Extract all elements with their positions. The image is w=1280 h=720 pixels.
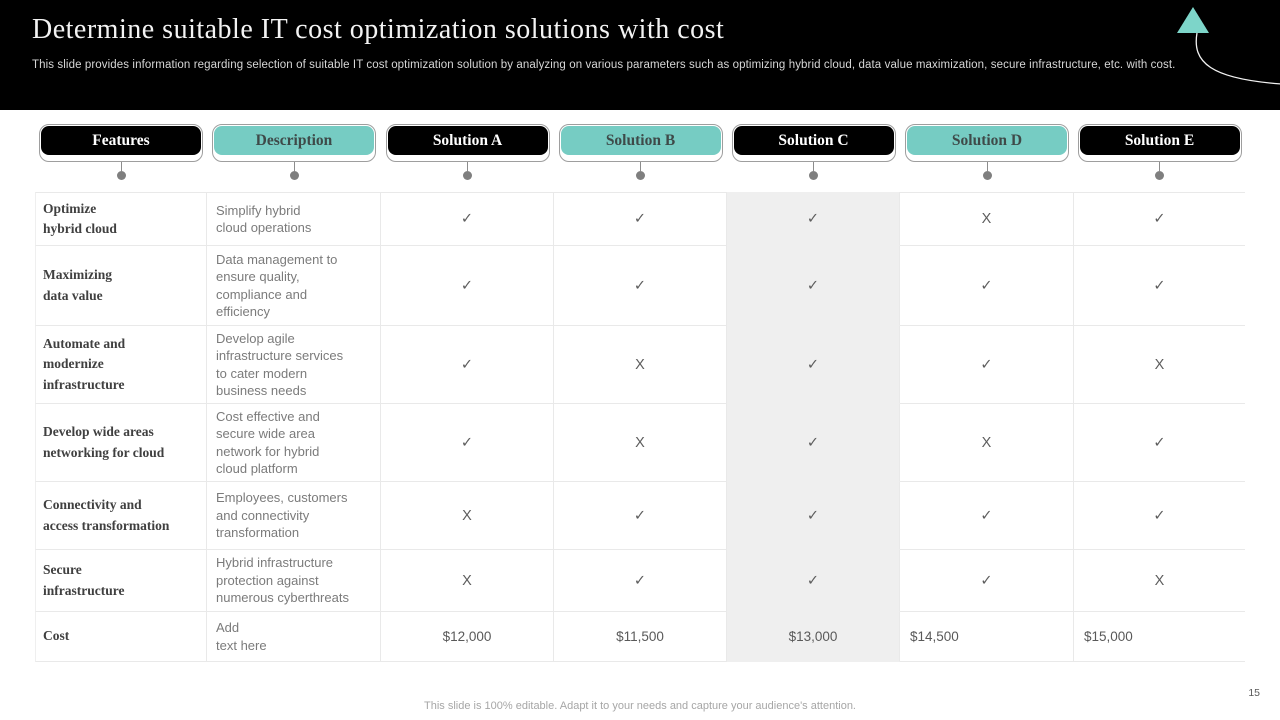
curve-line bbox=[1195, 32, 1280, 85]
description-cell: Hybrid infrastructure protection against… bbox=[207, 550, 381, 612]
mark-cell: ✓ bbox=[900, 326, 1074, 404]
feature-cell: Connectivity and access transformation bbox=[35, 482, 207, 550]
feature-cell: Maximizing data value bbox=[35, 246, 207, 326]
mark-cell-highlighted: ✓ bbox=[727, 550, 900, 612]
mark-cell: ✓ bbox=[381, 326, 554, 404]
mark-cell: ✓ bbox=[900, 246, 1074, 326]
mark-cell: ✓ bbox=[381, 404, 554, 482]
connector-line bbox=[293, 162, 295, 171]
mark-cell: X bbox=[381, 550, 554, 612]
mark-cell: X bbox=[1074, 326, 1245, 404]
mark-cell-highlighted: ✓ bbox=[727, 404, 900, 482]
connector-line bbox=[813, 162, 814, 171]
feature-cell: Optimize hybrid cloud bbox=[35, 192, 207, 246]
mark-cell-highlighted: ✓ bbox=[727, 246, 900, 326]
connector-dot bbox=[289, 171, 299, 180]
cost-cell: $11,500 bbox=[554, 612, 727, 662]
mark-cell: ✓ bbox=[1074, 482, 1245, 550]
description-cell: Simplify hybrid cloud operations bbox=[207, 192, 381, 246]
column-header-label: Solution C bbox=[733, 126, 894, 155]
table-header-row: Features Description Solution A Solution… bbox=[35, 124, 1245, 180]
mark-cell: X bbox=[381, 482, 554, 550]
connector-line bbox=[120, 162, 122, 171]
feature-cell: Automate and modernize infrastructure bbox=[35, 326, 207, 404]
feature-cell: Develop wide areas networking for cloud bbox=[35, 404, 207, 482]
column-header-features: Features bbox=[35, 124, 207, 180]
mark-cell: ✓ bbox=[381, 192, 554, 246]
cost-cell: $15,000 bbox=[1074, 612, 1245, 662]
connector-dot bbox=[809, 171, 818, 180]
column-header-solution-e: Solution E bbox=[1074, 124, 1245, 180]
feature-cell-cost: Cost bbox=[35, 612, 207, 662]
connector-dot bbox=[636, 171, 645, 180]
column-header-solution-c: Solution C bbox=[727, 124, 900, 180]
page-number: 15 bbox=[1248, 687, 1260, 699]
mark-cell: ✓ bbox=[1074, 404, 1245, 482]
mark-cell: ✓ bbox=[1074, 246, 1245, 326]
header-decoration bbox=[1177, 7, 1280, 85]
mark-cell: ✓ bbox=[554, 192, 727, 246]
column-header-label: Solution E bbox=[1079, 126, 1240, 155]
column-header-solution-d: Solution D bbox=[900, 124, 1074, 180]
column-header-label: Solution D bbox=[907, 126, 1067, 155]
page-subtitle: This slide provides information regardin… bbox=[32, 59, 1176, 71]
description-cell: Add text here bbox=[207, 612, 381, 662]
connector-line bbox=[1159, 162, 1160, 171]
feature-cell: Secure infrastructure bbox=[35, 550, 207, 612]
mark-cell: ✓ bbox=[381, 246, 554, 326]
triangle-icon bbox=[1177, 7, 1209, 33]
column-header-label: Solution A bbox=[387, 126, 548, 155]
comparison-table: Optimize hybrid cloud Simplify hybrid cl… bbox=[35, 192, 1245, 662]
column-header-solution-a: Solution A bbox=[381, 124, 554, 180]
connector-line bbox=[986, 162, 988, 171]
mark-cell: X bbox=[1074, 550, 1245, 612]
mark-cell: X bbox=[554, 326, 727, 404]
page-title: Determine suitable IT cost optimization … bbox=[32, 14, 725, 45]
column-header-label: Solution B bbox=[560, 126, 721, 155]
column-header-description: Description bbox=[207, 124, 381, 180]
mark-cell: ✓ bbox=[900, 482, 1074, 550]
header-bar: Determine suitable IT cost optimization … bbox=[0, 0, 1280, 110]
mark-cell-highlighted: ✓ bbox=[727, 482, 900, 550]
cost-cell-highlighted: $13,000 bbox=[727, 612, 900, 662]
mark-cell: X bbox=[900, 404, 1074, 482]
connector-dot bbox=[982, 171, 992, 180]
column-header-label: Description bbox=[214, 126, 374, 155]
column-header-solution-b: Solution B bbox=[554, 124, 727, 180]
description-cell: Cost effective and secure wide area netw… bbox=[207, 404, 381, 482]
description-cell: Employees, customers and connectivity tr… bbox=[207, 482, 381, 550]
connector-dot bbox=[463, 171, 472, 180]
mark-cell: X bbox=[900, 192, 1074, 246]
connector-dot bbox=[1155, 171, 1164, 180]
mark-cell: ✓ bbox=[554, 550, 727, 612]
connector-dot bbox=[116, 171, 126, 180]
mark-cell: ✓ bbox=[554, 482, 727, 550]
footer-note: This slide is 100% editable. Adapt it to… bbox=[424, 700, 856, 712]
connector-line bbox=[640, 162, 641, 171]
description-cell: Develop agile infrastructure services to… bbox=[207, 326, 381, 404]
mark-cell: ✓ bbox=[554, 246, 727, 326]
cost-cell: $12,000 bbox=[381, 612, 554, 662]
description-cell: Data management to ensure quality, compl… bbox=[207, 246, 381, 326]
column-header-label: Features bbox=[41, 126, 201, 155]
mark-cell-highlighted: ✓ bbox=[727, 326, 900, 404]
connector-line bbox=[467, 162, 468, 171]
cost-cell: $14,500 bbox=[900, 612, 1074, 662]
mark-cell: ✓ bbox=[1074, 192, 1245, 246]
mark-cell: X bbox=[554, 404, 727, 482]
mark-cell-highlighted: ✓ bbox=[727, 192, 900, 246]
mark-cell: ✓ bbox=[900, 550, 1074, 612]
